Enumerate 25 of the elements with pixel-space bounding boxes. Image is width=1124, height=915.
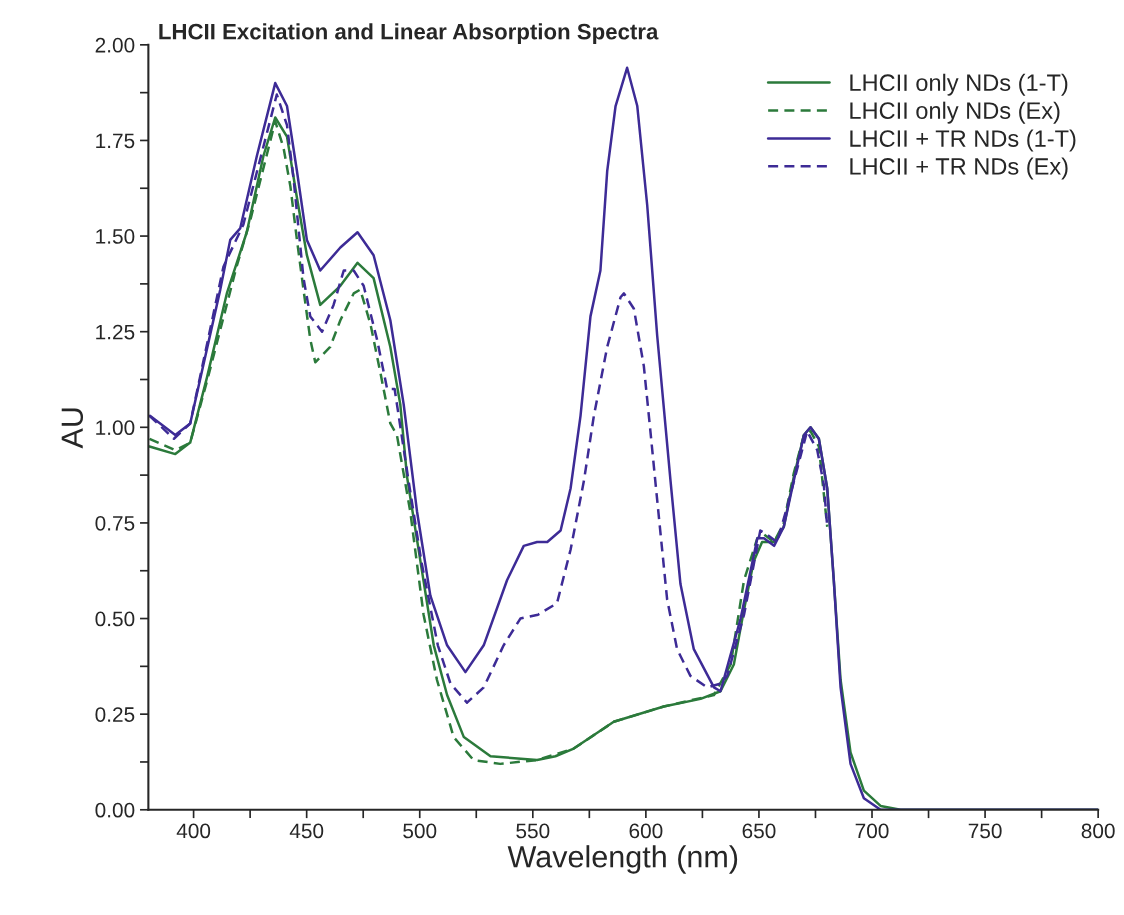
x-tick-label: 500 <box>403 823 437 839</box>
y-tick-label: 2.00 <box>95 37 135 53</box>
y-axis-title: AU <box>61 408 84 449</box>
x-axis-title: Wavelength (nm) <box>507 845 738 874</box>
x-tick-label: 700 <box>855 823 889 839</box>
x-tick-label: 600 <box>629 823 663 839</box>
legend-label: LHCII only NDs (1-T) <box>850 73 1068 96</box>
y-tick-label: 1.50 <box>96 229 135 244</box>
y-tick-label: 1.00 <box>96 420 135 436</box>
y-tick-label: 1.25 <box>96 324 135 340</box>
x-tick-label: 450 <box>289 823 324 839</box>
x-tick-label: 400 <box>176 823 211 839</box>
x-tick-label: 800 <box>1081 823 1115 839</box>
y-tick-label: 0.25 <box>95 707 135 722</box>
y-tick-label: 0.00 <box>95 802 135 818</box>
y-tick-label: 0.75 <box>95 515 135 531</box>
x-tick-label: 650 <box>742 823 776 839</box>
legend-label: LHCII + TR NDs (Ex) <box>850 157 1068 180</box>
legend-label: LHCII + TR NDs (1-T) <box>850 129 1076 152</box>
x-tick-label: 550 <box>516 823 550 839</box>
legend-label: LHCII only NDs (Ex) <box>850 101 1060 124</box>
y-tick-label: 0.50 <box>95 611 135 627</box>
y-tick-label: 1.75 <box>96 133 135 149</box>
x-tick-label: 750 <box>968 823 1002 839</box>
chart-title: LHCII Excitation and Linear Absorption Spectra <box>159 23 659 44</box>
